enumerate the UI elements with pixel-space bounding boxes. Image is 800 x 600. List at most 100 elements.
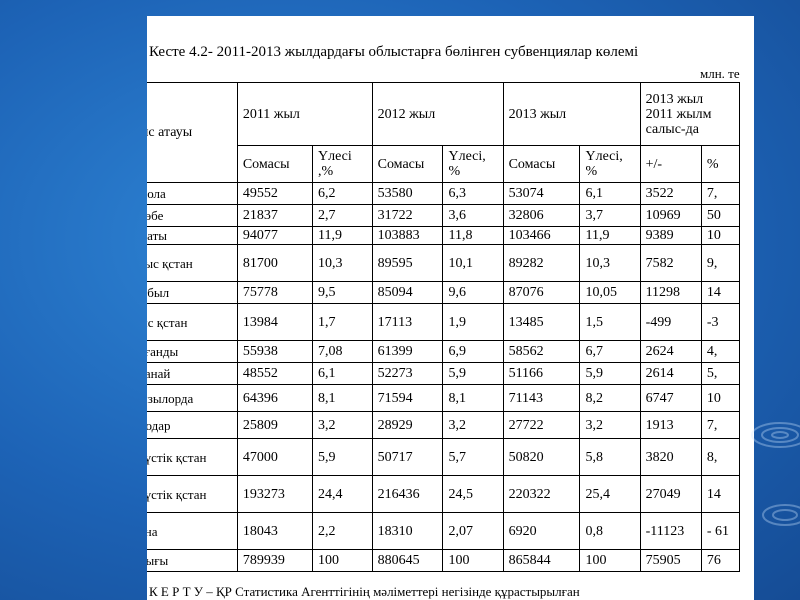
value-cell-d: -499 xyxy=(639,303,702,341)
value-cell-d: 27049 xyxy=(639,475,702,513)
value-cell-d: -11123 xyxy=(639,512,702,550)
value-cell-pc: 76 xyxy=(700,549,741,572)
value-cell-s13: 32806 xyxy=(502,204,581,227)
value-cell-d: 10969 xyxy=(639,204,702,227)
value-cell-pc: 10 xyxy=(700,226,741,245)
value-cell-p13: 11,9 xyxy=(579,226,641,245)
value-cell-d: 3522 xyxy=(639,182,702,205)
value-cell-s11: 47000 xyxy=(236,438,314,476)
value-cell-d: 11298 xyxy=(639,281,702,304)
value-cell-s11: 13984 xyxy=(236,303,314,341)
value-cell-p11: 10,3 xyxy=(312,244,373,282)
value-cell-p13: 0,8 xyxy=(579,512,641,550)
value-cell-s12: 52273 xyxy=(371,362,444,385)
value-cell-p13: 1,5 xyxy=(579,303,641,341)
value-cell-pc: - 61 xyxy=(700,512,741,550)
region-name-cell: ызылорда xyxy=(147,384,238,412)
value-cell-s12: 17113 xyxy=(371,303,444,341)
value-cell-d: 6747 xyxy=(639,384,702,412)
subvention-table: ыс атауы 2011 жыл 2012 жыл 2013 жыл 2013… xyxy=(147,82,741,572)
table-row: түстік қстан470005,9507175,7508205,83820… xyxy=(147,438,741,476)
unit-label: млн. те xyxy=(700,66,740,81)
region-col-header: ыс атауы xyxy=(147,82,238,183)
sum-2012-header: Сомасы xyxy=(371,145,444,183)
value-cell-s11: 75778 xyxy=(236,281,314,304)
value-cell-p12: 3,6 xyxy=(442,204,504,227)
value-cell-p12: 6,3 xyxy=(442,182,504,205)
value-cell-s12: 28929 xyxy=(371,411,444,439)
pct-header: % xyxy=(700,145,741,183)
sum-2011-header: Сомасы xyxy=(236,145,314,183)
value-cell-s11: 21837 xyxy=(236,204,314,227)
comparison-header: 2013 жыл 2011 жылм салыс-да xyxy=(639,82,741,146)
region-name-cell: ана xyxy=(147,512,238,550)
region-name-cell: төбе xyxy=(147,204,238,227)
value-cell-s12: 71594 xyxy=(371,384,444,412)
value-cell-p13: 8,2 xyxy=(579,384,641,412)
value-cell-s11: 49552 xyxy=(236,182,314,205)
value-cell-p11: 6,1 xyxy=(312,362,373,385)
region-name-cell: түстік қстан xyxy=(147,438,238,476)
value-cell-s13: 53074 xyxy=(502,182,581,205)
share-2011-header: Үлесі ,% xyxy=(312,145,373,183)
value-cell-p11: 9,5 xyxy=(312,281,373,304)
value-cell-p13: 25,4 xyxy=(579,475,641,513)
value-cell-p11: 5,9 xyxy=(312,438,373,476)
value-cell-s13: 6920 xyxy=(502,512,581,550)
value-cell-s12: 103883 xyxy=(371,226,444,245)
value-cell-p12: 8,1 xyxy=(442,384,504,412)
region-name-cell: ғыс қстан xyxy=(147,244,238,282)
value-cell-s12: 50717 xyxy=(371,438,444,476)
value-cell-p12: 1,9 xyxy=(442,303,504,341)
comparison-header-line2: 2011 жылм xyxy=(645,106,712,122)
comparison-header-line3: салыс-да xyxy=(645,121,699,137)
value-cell-s11: 64396 xyxy=(236,384,314,412)
value-cell-s11: 193273 xyxy=(236,475,314,513)
value-cell-p11: 6,2 xyxy=(312,182,373,205)
year-2011-header: 2011 жыл xyxy=(236,82,373,146)
value-cell-p12: 9,6 xyxy=(442,281,504,304)
value-cell-d: 75905 xyxy=(639,549,702,572)
value-cell-pc: 7, xyxy=(700,182,741,205)
region-name-cell: мола xyxy=(147,182,238,205)
value-cell-p13: 3,2 xyxy=(579,411,641,439)
value-cell-p12: 3,2 xyxy=(442,411,504,439)
value-cell-pc: 5, xyxy=(700,362,741,385)
value-cell-pc: 9, xyxy=(700,244,741,282)
region-name-cell: түстік қстан xyxy=(147,475,238,513)
value-cell-s12: 880645 xyxy=(371,549,444,572)
value-cell-p12: 5,9 xyxy=(442,362,504,385)
value-cell-s13: 220322 xyxy=(502,475,581,513)
value-cell-d: 2614 xyxy=(639,362,702,385)
value-cell-p11: 2,7 xyxy=(312,204,373,227)
value-cell-p13: 5,8 xyxy=(579,438,641,476)
share-2012-header: Үлесі, % xyxy=(442,145,504,183)
value-cell-pc: 50 xyxy=(700,204,741,227)
header-row-years: ыс атауы 2011 жыл 2012 жыл 2013 жыл 2013… xyxy=(147,82,741,183)
value-cell-s13: 13485 xyxy=(502,303,581,341)
slide: Кесте 4.2- 2011-2013 жылдардағы облыстар… xyxy=(147,16,754,600)
value-cell-s12: 53580 xyxy=(371,182,444,205)
value-cell-d: 7582 xyxy=(639,244,702,282)
value-cell-p12: 24,5 xyxy=(442,475,504,513)
value-cell-p11: 7,08 xyxy=(312,340,373,363)
value-cell-p11: 24,4 xyxy=(312,475,373,513)
value-cell-p12: 10,1 xyxy=(442,244,504,282)
value-cell-p11: 11,9 xyxy=(312,226,373,245)
value-cell-p13: 100 xyxy=(579,549,641,572)
share-2013-header: Үлесі, % xyxy=(579,145,641,183)
value-cell-pc: 7, xyxy=(700,411,741,439)
value-cell-s11: 55938 xyxy=(236,340,314,363)
value-cell-s12: 89595 xyxy=(371,244,444,282)
value-cell-d: 3820 xyxy=(639,438,702,476)
value-cell-p13: 3,7 xyxy=(579,204,641,227)
value-cell-pc: 8, xyxy=(700,438,741,476)
region-name-cell: ағанды xyxy=(147,340,238,363)
value-cell-s13: 71143 xyxy=(502,384,581,412)
value-cell-p13: 10,05 xyxy=(579,281,641,304)
